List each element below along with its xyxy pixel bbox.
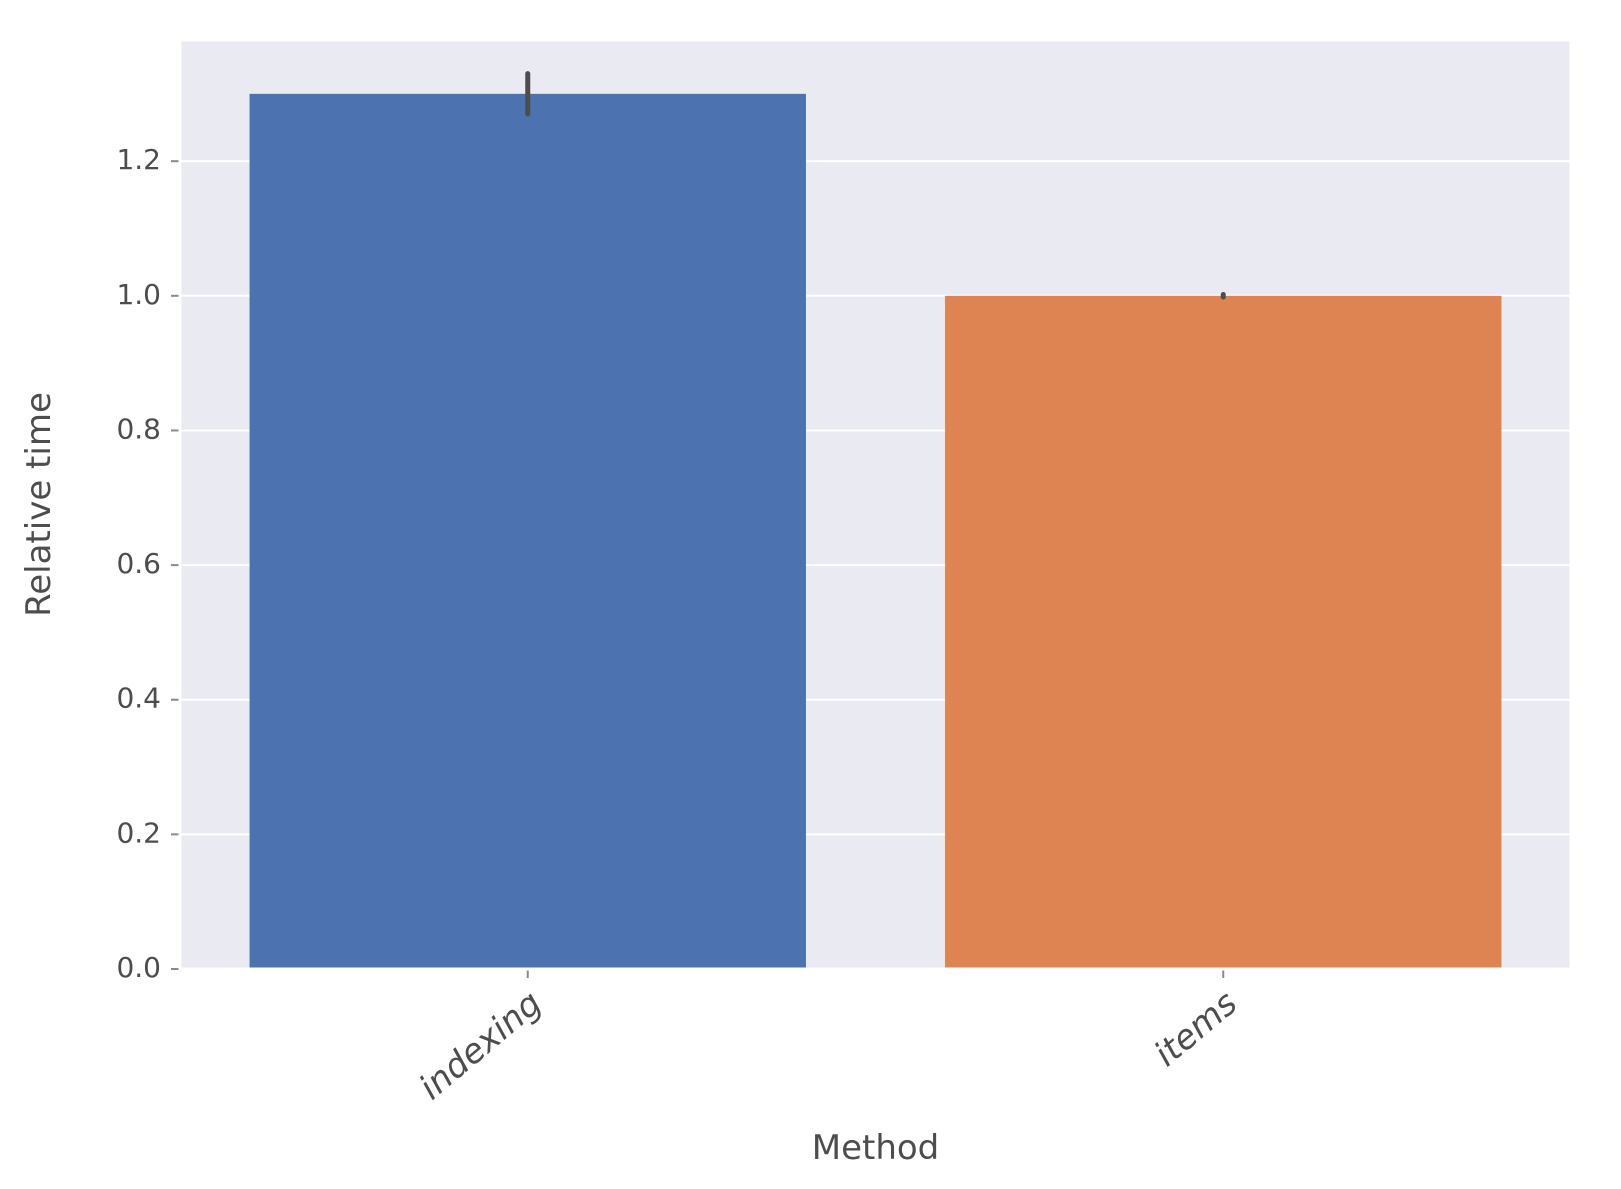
y-tick-label: 0.0: [116, 951, 161, 984]
x-tick-label: indexing: [412, 983, 550, 1108]
y-tick-label: 0.4: [116, 682, 161, 715]
y-tick-label: 1.0: [116, 278, 161, 311]
y-tick-label: 0.8: [116, 412, 161, 445]
y-axis-label: Relative time: [19, 392, 59, 617]
x-axis-label: Method: [812, 1128, 940, 1168]
bar: [945, 296, 1501, 969]
y-tick-label: 0.2: [116, 816, 161, 849]
bar-chart: 0.0 0.2 0.4 0.6 0.8 1.0 1.2 indexing items Method…: [0, 0, 1621, 1189]
y-tick-label: 0.6: [116, 547, 161, 580]
bar: [250, 94, 806, 969]
y-tick-label: 1.2: [116, 143, 161, 176]
chart-svg: 0.0 0.2 0.4 0.6 0.8 1.0 1.2 indexing items Method…: [0, 0, 1621, 1189]
x-tick-label: items: [1147, 983, 1245, 1074]
